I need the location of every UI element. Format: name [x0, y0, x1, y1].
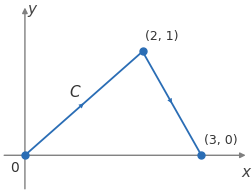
Text: y: y [27, 3, 37, 17]
Text: (2, 1): (2, 1) [145, 30, 179, 43]
Text: C: C [70, 85, 80, 101]
Text: x: x [241, 165, 250, 180]
Text: 0: 0 [10, 161, 19, 175]
Text: (3, 0): (3, 0) [204, 134, 238, 147]
